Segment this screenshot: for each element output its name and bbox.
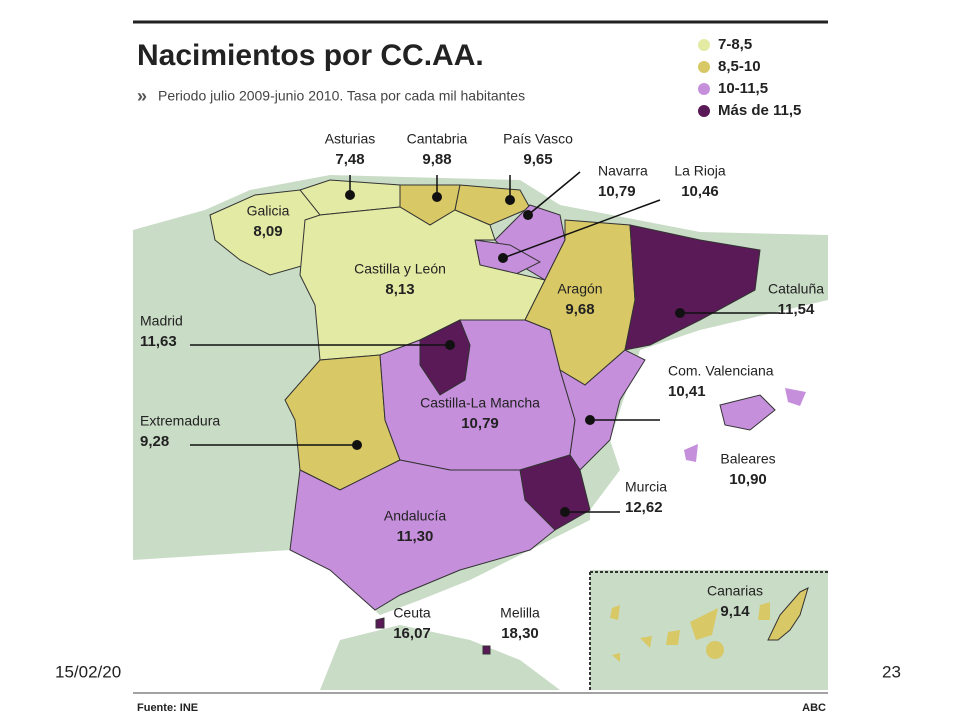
region-shape [610, 605, 620, 620]
region-shape [289, 459, 556, 611]
leader-line [527, 171, 581, 216]
region-name: Andalucía [384, 508, 446, 524]
region-shape [299, 206, 546, 361]
region-value: 11,54 [778, 301, 815, 318]
africa-coast [320, 625, 560, 690]
region-value: 8,09 [253, 223, 282, 240]
leader-dot [585, 415, 595, 425]
leader-dot [345, 190, 355, 200]
region-name: Asturias [325, 131, 376, 147]
legend-swatch [698, 83, 710, 95]
region-shape [666, 630, 680, 645]
region-value: 8,13 [385, 281, 414, 298]
region-value: 9,88 [422, 151, 451, 168]
region-name: Castilla-La Mancha [420, 395, 540, 411]
region-shape [482, 645, 491, 655]
leader-dot [432, 192, 442, 202]
region-value: 12,62 [625, 499, 663, 516]
region-name: Melilla [500, 605, 540, 621]
region-value: 9,68 [565, 301, 594, 318]
legend-label: 10-11,5 [718, 80, 768, 97]
region-value: 16,07 [393, 625, 431, 642]
region-shape [690, 608, 718, 640]
region-name: Castilla y León [354, 261, 446, 277]
region-name: Cataluña [768, 281, 824, 297]
region-name: Cantabria [407, 131, 468, 147]
slide-number: 23 [882, 662, 901, 681]
region-name: La Rioja [674, 163, 726, 179]
labels: Asturias 7,48 Cantabria 9,88 País Vasco 9,65 N… [140, 131, 824, 642]
region-name: País Vasco [503, 131, 573, 147]
region-shape [706, 641, 724, 659]
region-shape [719, 394, 776, 431]
leader-dot [505, 195, 515, 205]
region-shape [785, 388, 806, 406]
sea-east [590, 300, 828, 570]
region-shape [767, 587, 809, 641]
leader-dot [523, 210, 533, 220]
legend-label: 7-8,5 [718, 36, 752, 53]
region-shape [624, 224, 761, 351]
legend-label: Más de 11,5 [718, 102, 801, 119]
region-name: Murcia [625, 479, 667, 495]
leader-dot [498, 253, 508, 263]
region-value: 10,41 [668, 383, 706, 400]
region-name: Aragón [557, 281, 602, 297]
leader-dot [675, 308, 685, 318]
region-value: 9,14 [720, 603, 750, 620]
legend-swatch [698, 39, 710, 51]
region-name: Canarias [707, 583, 763, 599]
region-name: Galicia [247, 203, 290, 219]
subtitle: Periodo julio 2009-junio 2010. Tasa por … [158, 88, 525, 104]
region-value: 9,28 [140, 433, 169, 450]
leader-dot [445, 340, 455, 350]
region-value: 11,30 [397, 528, 434, 545]
title: Nacimientos por CC.AA. [137, 39, 484, 72]
credit: ABC [802, 702, 826, 714]
leader-line [502, 199, 661, 259]
region-name: Ceuta [393, 605, 431, 621]
region-name: Baleares [720, 451, 775, 467]
date-bg [50, 660, 130, 686]
region-shape [494, 204, 566, 281]
region-value: 18,30 [501, 625, 539, 642]
region-shape [684, 444, 698, 462]
region-value: 11,63 [140, 333, 177, 350]
leader-dot [352, 440, 362, 450]
region-shape [640, 636, 652, 648]
region-shape [758, 602, 770, 620]
svg-text:»: » [137, 86, 147, 106]
region-value: 10,90 [729, 471, 767, 488]
region-name: Extremadura [140, 413, 220, 429]
region-value: 10,79 [461, 415, 499, 432]
legend-swatch [698, 105, 710, 117]
region-name: Madrid [140, 313, 183, 329]
region-name: Com. Valenciana [668, 363, 774, 379]
region-name: Navarra [598, 163, 648, 179]
source: Fuente: INE [137, 702, 198, 714]
legend: 7-8,5 8,5-10 10-11,5 Más de 11,5 [698, 36, 801, 119]
leader-dot [560, 507, 570, 517]
region-value: 7,48 [335, 151, 364, 168]
slide-date: 15/02/20 [55, 662, 121, 681]
region-value: 10,46 [681, 183, 719, 200]
legend-label: 8,5-10 [718, 58, 761, 75]
sea-north [133, 150, 828, 235]
region-value: 10,79 [598, 183, 636, 200]
region-shape [375, 617, 385, 629]
legend-swatch [698, 61, 710, 73]
region-value: 9,65 [523, 151, 552, 168]
region-shape [612, 653, 620, 662]
